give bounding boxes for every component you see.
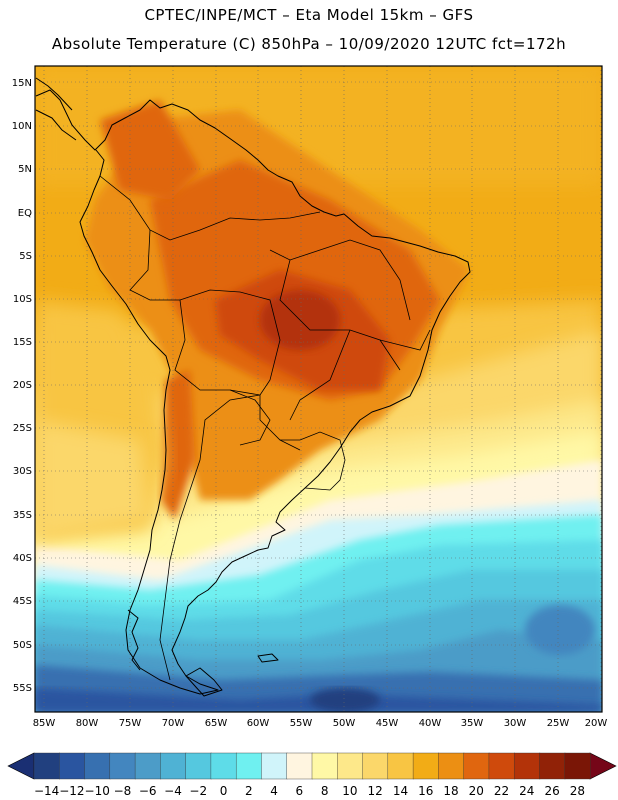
lon-label: 80W [76, 718, 99, 729]
lon-label: 60W [247, 718, 270, 729]
lat-label: 15S [13, 337, 32, 348]
lon-label: 40W [419, 718, 442, 729]
colorbar-swatch [463, 752, 490, 780]
lat-label: 5S [19, 251, 32, 262]
lat-label: 20S [13, 380, 32, 391]
lat-label: 55S [13, 683, 32, 694]
map-frame [34, 65, 603, 713]
colorbar-label: −12 [59, 784, 84, 798]
lat-label: 15N [12, 78, 32, 89]
lat-label: EQ [18, 208, 32, 219]
colorbar-swatch [513, 752, 541, 780]
colorbar-label: 24 [519, 784, 534, 798]
lat-label: 10S [13, 294, 32, 305]
colorbar-swatch [488, 752, 515, 780]
colorbar-swatch [564, 752, 591, 780]
colorbar-swatch [210, 752, 237, 780]
lon-label: 55W [290, 718, 313, 729]
map-subtitle: Absolute Temperature (C) 850hPa – 10/09/… [51, 35, 567, 53]
colorbar-label: 10 [342, 784, 357, 798]
colorbar-label: 16 [418, 784, 433, 798]
colorbar-swatch [33, 752, 60, 780]
lat-label: 25S [13, 423, 32, 434]
tierra-del-fuego [185, 667, 223, 697]
colorbar-label: −10 [85, 784, 110, 798]
colorbar-swatch [539, 752, 566, 780]
latitude-labels: 15N 10N 5N EQ 5S 10S 15S 20S 25S 30S 35S… [12, 78, 32, 694]
country-borders [99, 175, 431, 681]
colorbar-swatch [438, 752, 465, 780]
colorbar-swatch [362, 752, 389, 780]
lon-label: 35W [461, 718, 484, 729]
colorbar-label: 20 [469, 784, 484, 798]
colorbar-swatch [134, 752, 162, 780]
color-scale-bar: −14 −12 −10 −8 −6 −4 −2 0 2 4 6 8 10 12 14 16 18 20 22 24 26… [7, 752, 617, 798]
colorbar-label: −6 [139, 784, 157, 798]
lon-label: 20W [585, 718, 608, 729]
colorbar-over-arrow [589, 752, 617, 780]
colorbar-label: 22 [494, 784, 509, 798]
lat-label: 45S [13, 596, 32, 607]
lat-label: 5N [18, 164, 32, 175]
lon-label: 85W [33, 718, 56, 729]
coastlines [35, 77, 471, 697]
lon-label: 25W [547, 718, 570, 729]
falklands [257, 653, 279, 663]
lon-label: 70W [162, 718, 185, 729]
lat-label: 30S [13, 466, 32, 477]
colorbar-label: −4 [164, 784, 182, 798]
colorbar-swatch [412, 752, 440, 780]
lat-label: 50S [13, 640, 32, 651]
longitude-labels: 85W 80W 75W 70W 65W 60W 55W 50W 45W 40W … [33, 718, 608, 729]
colorbar-swatch [337, 752, 364, 780]
lat-label: 35S [13, 510, 32, 521]
lat-lon-grid [35, 66, 602, 712]
colorbar-label: 12 [368, 784, 383, 798]
colorbar-swatch [387, 752, 414, 780]
colorbar-label: −2 [189, 784, 207, 798]
colorbar-label: 14 [393, 784, 408, 798]
colorbar-swatch [261, 752, 288, 780]
temperature-field [35, 66, 602, 712]
lon-label: 45W [376, 718, 399, 729]
colorbar-swatch [84, 752, 111, 780]
colorbar-under-arrow [7, 752, 35, 780]
colorbar-label: 6 [296, 784, 304, 798]
colorbar-label: 28 [570, 784, 585, 798]
colorbar-swatch [235, 752, 263, 780]
colorbar-swatch [286, 752, 313, 780]
colorbar-label: −8 [114, 784, 132, 798]
colorbar-label: 4 [270, 784, 278, 798]
lon-label: 50W [333, 718, 356, 729]
colorbar-swatch [59, 752, 86, 780]
chile-islands [127, 609, 141, 671]
lon-label: 30W [504, 718, 527, 729]
colorbar-swatch [185, 752, 212, 780]
south-america-coastline [35, 89, 471, 695]
map-title: CPTEC/INPE/MCT – Eta Model 15km – GFS [144, 6, 474, 24]
colorbar-label: 26 [544, 784, 559, 798]
colorbar-label: 2 [245, 784, 253, 798]
colorbar-label: 18 [443, 784, 458, 798]
colorbar-label: −14 [34, 784, 59, 798]
colorbar-swatch [160, 752, 187, 780]
central-america-coastline [35, 77, 77, 141]
colorbar-swatch [311, 752, 338, 780]
lat-label: 10N [12, 121, 32, 132]
colorbar-swatch [109, 752, 136, 780]
lon-label: 65W [205, 718, 228, 729]
lat-label: 40S [13, 553, 32, 564]
lon-label: 75W [119, 718, 142, 729]
colorbar-label: 0 [220, 784, 228, 798]
colorbar-label: 8 [321, 784, 329, 798]
